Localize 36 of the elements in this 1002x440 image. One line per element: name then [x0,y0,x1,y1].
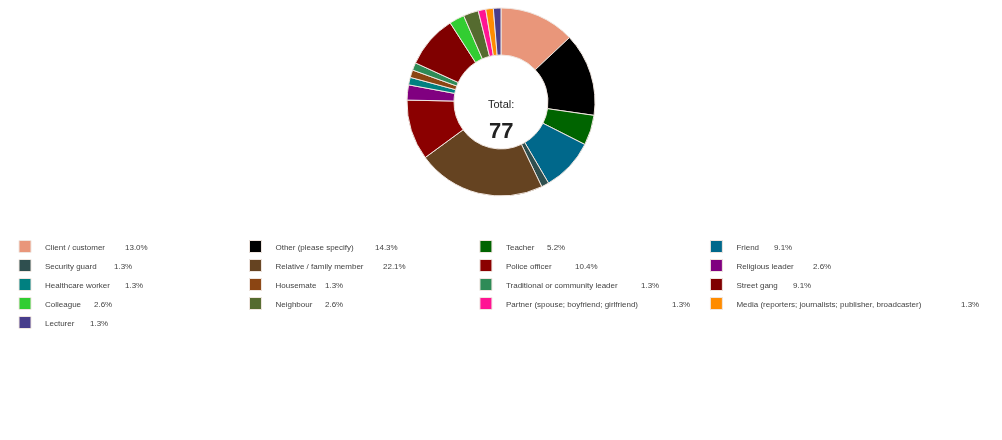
data-label: 2.6% [813,262,832,271]
legend-label: Healthcare worker [45,280,111,290]
legend-label: Relative / family member [275,261,364,271]
data-label: 2.6% [325,300,344,309]
legend-label: Religious leader [736,261,795,271]
legend-label: Other (please specify) [275,242,355,252]
legend-label: Partner (spouse; boyfriend; girlfriend) [505,299,639,309]
data-label: 1.3% [125,281,144,290]
data-label: 22.1% [383,262,406,271]
legend-label: Street gang [736,280,778,290]
data-label: 9.1% [793,281,812,290]
legend-label: Media (reporters; journalists; publisher, broadcaster) [736,299,922,309]
data-label: 1.3% [641,281,660,290]
data-label: 9.1% [774,243,793,252]
data-label: 14.3% [375,243,398,252]
data-label: 1.3% [114,262,133,271]
legend-label: Client / customer [45,242,106,252]
legend-label: Traditional or community leader [505,280,619,290]
legend-label: Lecturer [45,318,75,328]
legend-label: Neighbour [275,299,313,309]
legend-label: Security guard [45,261,97,271]
data-label: 1.3% [672,300,691,309]
data-label: 5.2% [547,243,566,252]
text: Total: [488,98,515,110]
data-label: 13.0% [125,243,148,252]
legend-label: Police officer [505,261,552,271]
data-label: 1.3% [961,300,980,309]
legend-label: Colleague [45,299,82,309]
legend-label: Teacher [505,242,535,252]
data-label: 1.3% [325,281,344,290]
text: 77 [489,118,514,143]
legend-label: Friend [736,242,760,252]
data-label: 1.3% [90,319,109,328]
data-label: 10.4% [575,262,598,271]
legend-label: Housemate [275,280,317,290]
data-label: 2.6% [94,300,113,309]
